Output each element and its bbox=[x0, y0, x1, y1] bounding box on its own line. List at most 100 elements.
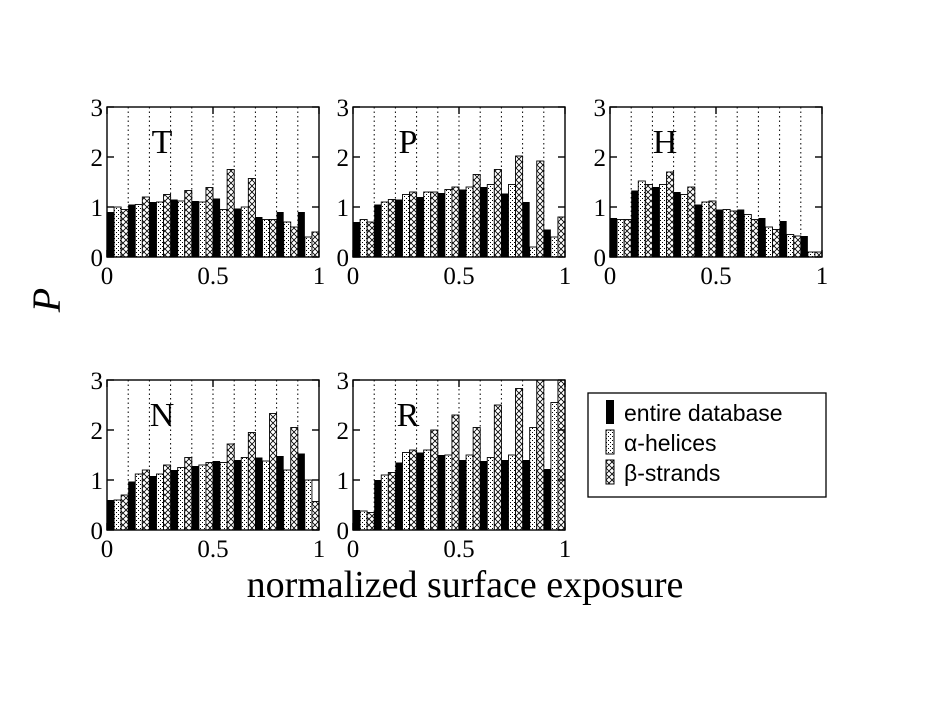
bar-alpha-helices bbox=[529, 427, 538, 530]
bar-beta-strands bbox=[366, 512, 375, 530]
x-tick-label: 0 bbox=[101, 263, 114, 290]
bar-beta-strands bbox=[409, 449, 418, 530]
bar-alpha-helices bbox=[486, 457, 495, 530]
panel-p: 0 1 2 3 0 0.5 1 P bbox=[337, 95, 572, 290]
y-tick-label: 0 bbox=[91, 245, 104, 272]
x-tick-label: 1 bbox=[559, 263, 572, 290]
legend-box bbox=[587, 392, 827, 498]
bar-alpha-helices bbox=[359, 219, 368, 257]
bar-entire-database bbox=[374, 480, 382, 530]
bar-beta-strands bbox=[387, 472, 396, 530]
bar-entire-database bbox=[395, 462, 403, 530]
bar-entire-database bbox=[395, 199, 403, 257]
bar-alpha-helices bbox=[423, 191, 432, 257]
bars-h bbox=[610, 171, 822, 257]
bar-alpha-helices bbox=[444, 454, 453, 530]
x-axis-label: normalized surface exposure bbox=[247, 564, 684, 606]
bar-entire-database bbox=[107, 500, 115, 530]
bar-alpha-helices bbox=[765, 226, 773, 257]
y-tick-label: 1 bbox=[337, 468, 350, 495]
x-tick-label: 1 bbox=[816, 263, 829, 290]
y-tick-label: 2 bbox=[91, 418, 104, 445]
legend-label-entire-database: entire database bbox=[624, 400, 783, 426]
y-tick-label: 2 bbox=[337, 145, 350, 172]
bar-entire-database bbox=[437, 455, 445, 530]
bar-entire-database bbox=[800, 236, 808, 257]
bar-entire-database bbox=[480, 187, 488, 257]
bar-alpha-helices bbox=[529, 246, 538, 257]
legend-swatch-beta-strands bbox=[605, 459, 615, 485]
bar-beta-strands bbox=[120, 209, 129, 257]
bar-alpha-helices bbox=[304, 236, 313, 257]
bar-alpha-helices bbox=[402, 194, 410, 257]
bar-entire-database bbox=[522, 460, 530, 530]
bar-entire-database bbox=[758, 218, 766, 257]
bar-alpha-helices bbox=[380, 201, 389, 257]
bar-alpha-helices bbox=[198, 464, 207, 530]
x-tick-label: 0 bbox=[604, 263, 617, 290]
bar-beta-strands bbox=[729, 210, 738, 257]
bar-beta-strands bbox=[226, 443, 235, 530]
bar-alpha-helices bbox=[240, 206, 249, 257]
bar-entire-database bbox=[480, 461, 488, 530]
bar-alpha-helices bbox=[283, 221, 292, 257]
panel-label-n: N bbox=[150, 397, 175, 434]
bar-alpha-helices bbox=[508, 454, 516, 530]
y-tick-label: 1 bbox=[91, 468, 104, 495]
x-tick-label: 0 bbox=[347, 536, 360, 563]
bar-beta-strands bbox=[557, 216, 565, 257]
y-tick-label: 2 bbox=[337, 418, 350, 445]
bar-entire-database bbox=[374, 204, 382, 257]
bar-beta-strands bbox=[269, 219, 278, 257]
bar-entire-database bbox=[353, 222, 361, 257]
bar-beta-strands bbox=[666, 171, 675, 257]
bar-alpha-helices bbox=[134, 204, 143, 257]
bar-entire-database bbox=[297, 212, 305, 257]
bar-entire-database bbox=[276, 212, 284, 257]
bars-n bbox=[107, 413, 319, 530]
bar-entire-database bbox=[459, 189, 467, 257]
bar-alpha-helices bbox=[680, 194, 689, 257]
bar-entire-database bbox=[652, 187, 660, 257]
bar-alpha-helices bbox=[113, 499, 122, 530]
bar-alpha-helices bbox=[177, 200, 186, 257]
bar-beta-strands bbox=[708, 200, 717, 257]
legend-label-alpha-helices: α-helices bbox=[624, 430, 717, 456]
x-tick-label: 0 bbox=[347, 263, 360, 290]
bar-beta-strands bbox=[793, 235, 802, 257]
bar-alpha-helices bbox=[743, 214, 752, 257]
bar-beta-strands bbox=[163, 464, 172, 530]
y-tick-label: 2 bbox=[594, 145, 607, 172]
bar-entire-database bbox=[501, 193, 509, 257]
bar-beta-strands bbox=[451, 414, 460, 530]
bar-beta-strands bbox=[493, 404, 502, 530]
bar-beta-strands bbox=[141, 469, 150, 530]
bar-beta-strands bbox=[515, 388, 524, 530]
bar-alpha-helices bbox=[219, 462, 228, 530]
bar-entire-database bbox=[107, 212, 115, 257]
y-tick-label: 2 bbox=[91, 145, 104, 172]
panel-h: 0 1 2 3 0 0.5 1 H bbox=[594, 95, 829, 290]
bar-beta-strands bbox=[387, 199, 396, 257]
y-axis-label: P bbox=[24, 288, 69, 313]
bar-entire-database bbox=[459, 460, 467, 530]
bar-entire-database bbox=[149, 476, 157, 530]
bar-beta-strands bbox=[750, 219, 759, 257]
bar-alpha-helices bbox=[637, 180, 646, 257]
bar-beta-strands bbox=[184, 190, 193, 257]
bar-beta-strands bbox=[515, 155, 524, 257]
bar-entire-database bbox=[779, 221, 787, 257]
bar-entire-database bbox=[234, 460, 242, 530]
bar-entire-database bbox=[191, 466, 199, 530]
bar-beta-strands bbox=[205, 462, 214, 530]
bar-beta-strands bbox=[430, 191, 439, 257]
bar-entire-database bbox=[416, 452, 424, 530]
y-tick-label: 3 bbox=[337, 368, 350, 395]
bar-alpha-helices bbox=[283, 469, 292, 530]
bar-entire-database bbox=[149, 202, 157, 257]
bar-alpha-helices bbox=[722, 209, 731, 257]
bar-beta-strands bbox=[247, 432, 256, 530]
bar-alpha-helices bbox=[486, 184, 495, 257]
bar-entire-database bbox=[297, 453, 305, 530]
